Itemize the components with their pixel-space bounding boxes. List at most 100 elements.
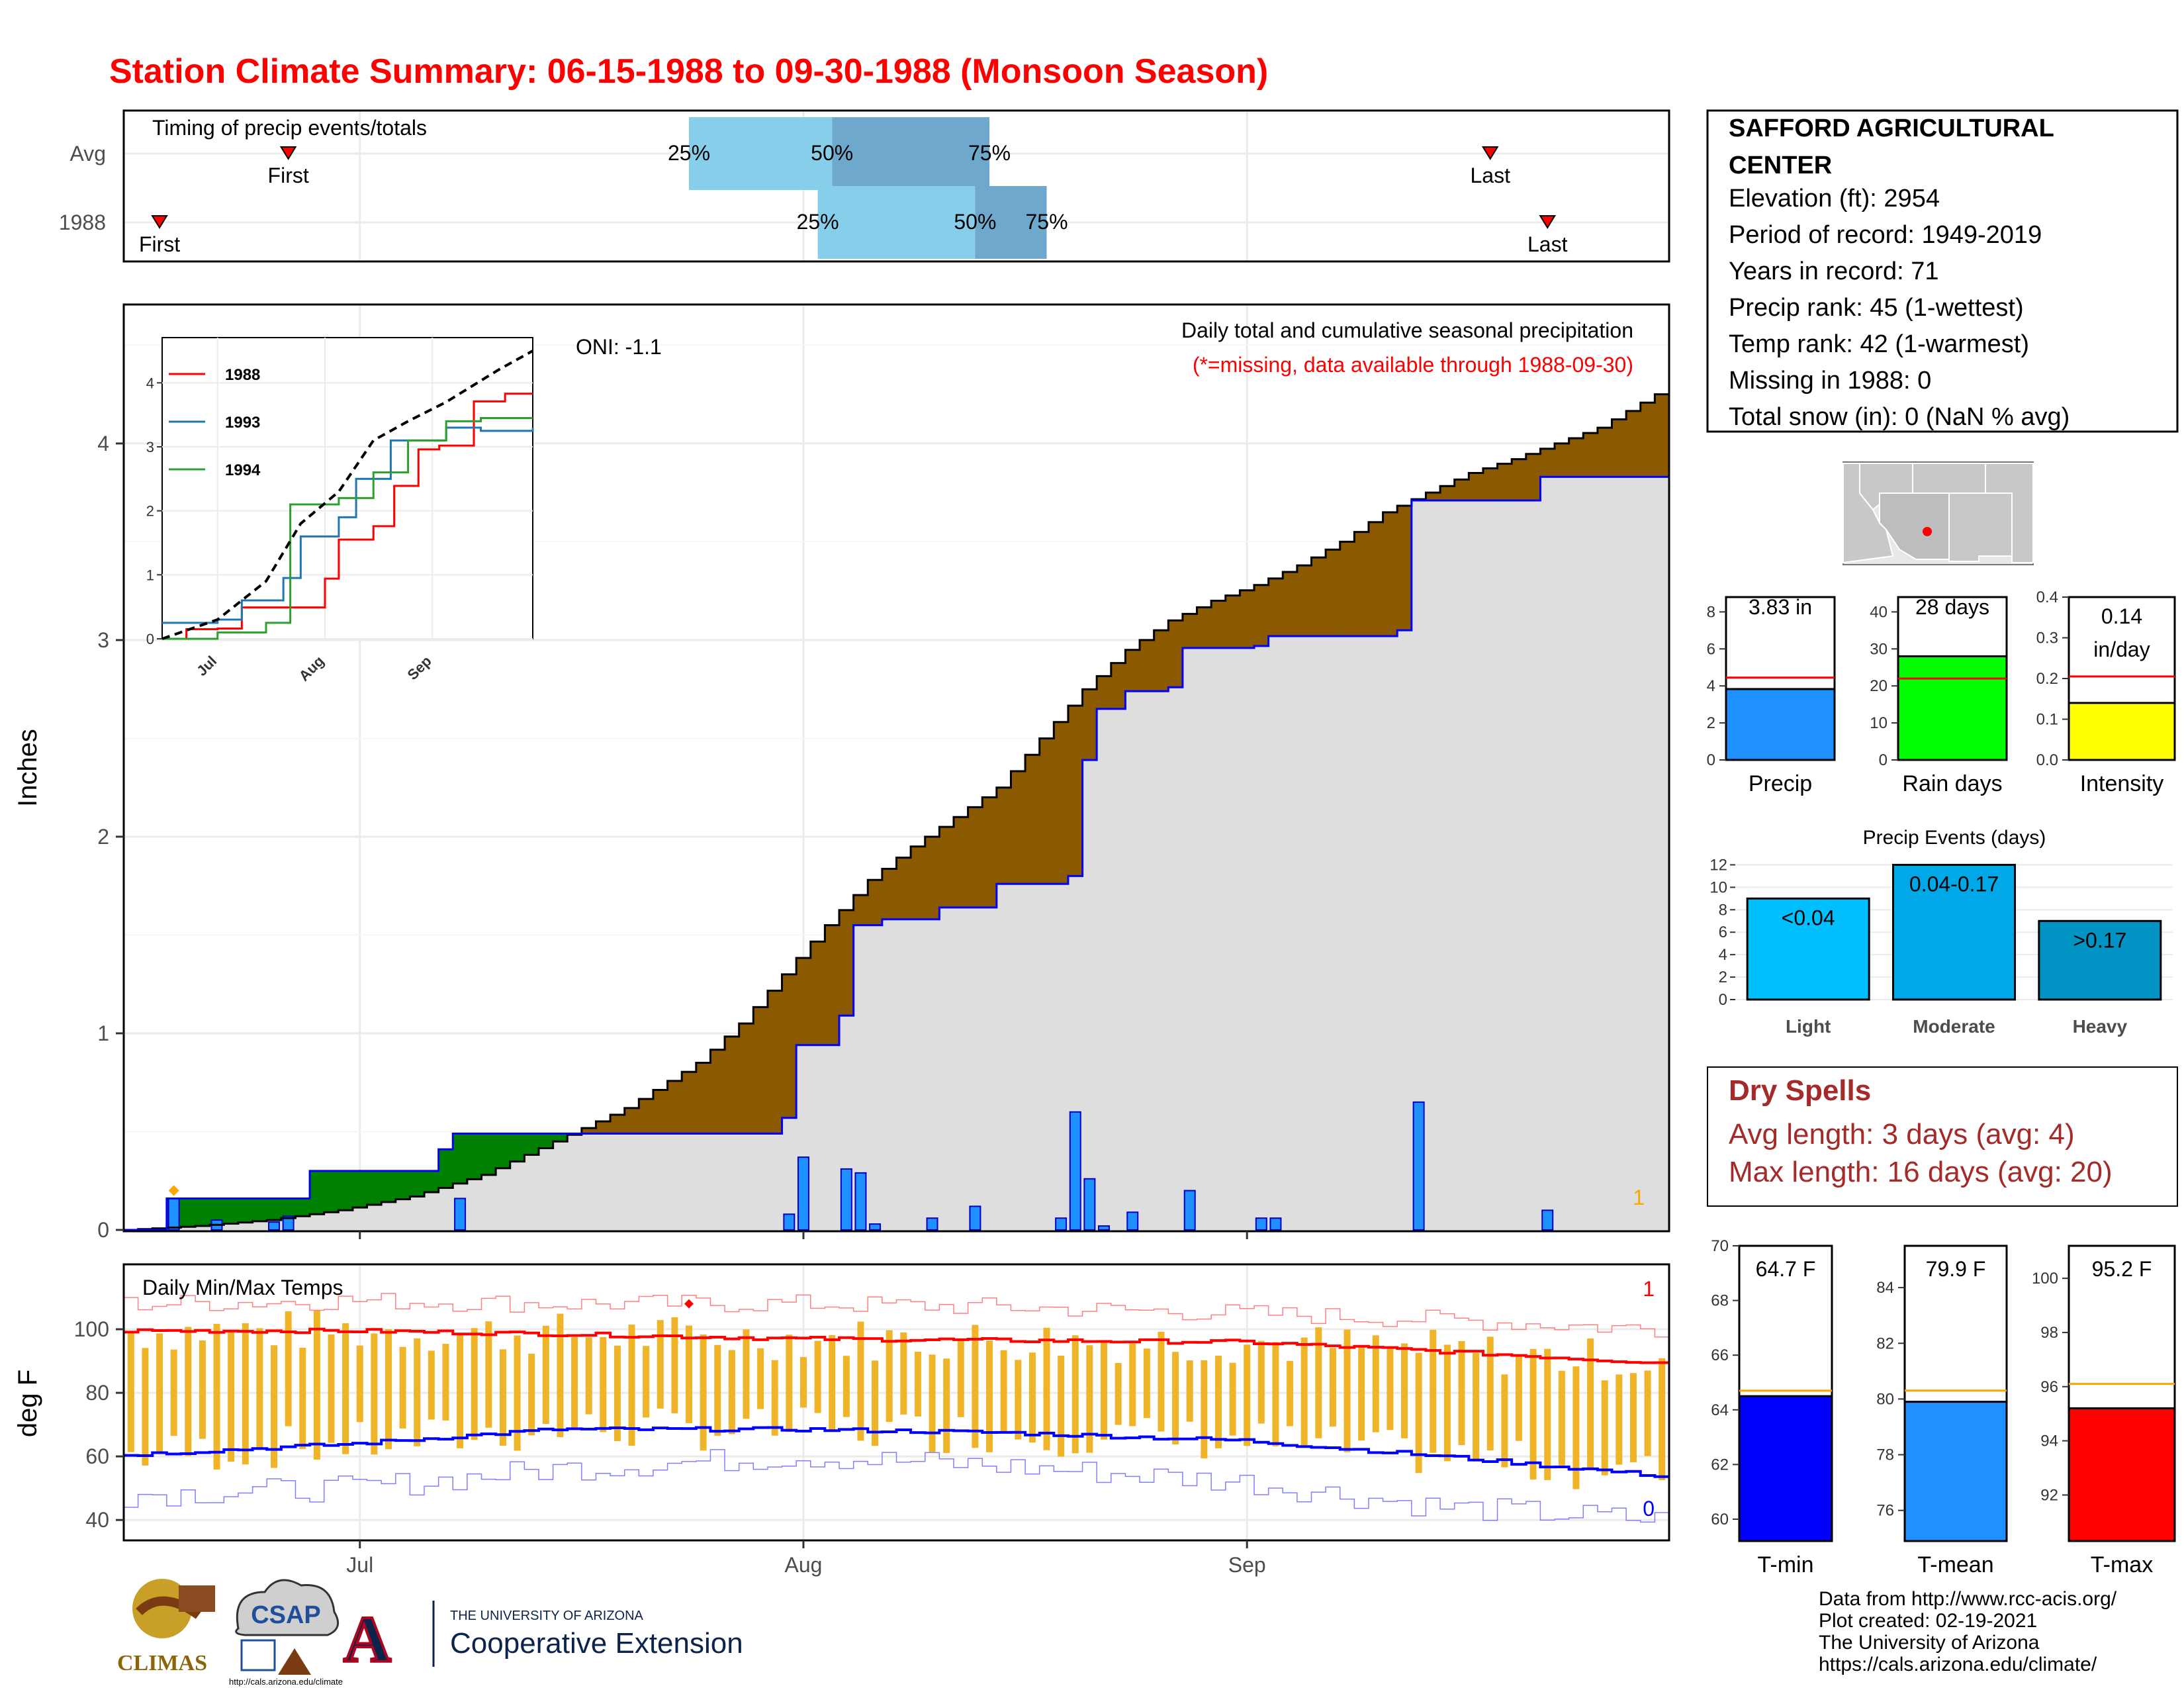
- daily-temp-range-bar: [1443, 1344, 1451, 1462]
- daily-temp-range-bar: [1529, 1348, 1537, 1479]
- daily-precip-bar: [1055, 1217, 1068, 1231]
- university-of-arizona-logo: A THE UNIVERSITY OF ARIZONA Cooperative …: [342, 1601, 743, 1677]
- station-info-frame: [1706, 109, 2179, 433]
- station-name-line1: SAFFORD AGRICULTURAL: [1729, 115, 2054, 142]
- temp-missing-bottom: 0: [1643, 1497, 1655, 1521]
- deficit-fill-segment: [911, 846, 926, 919]
- timing-year-last-label: Last: [1527, 232, 1568, 256]
- temp-y-axis-label: deg F: [13, 1370, 42, 1437]
- deficit-fill-segment: [725, 1036, 740, 1134]
- timing-avg-last-marker: [1481, 146, 1499, 160]
- station-location-marker: [1923, 527, 1932, 536]
- daily-precip-bar: [1126, 1211, 1139, 1231]
- logos: CLIMAS CSAP http://cals.arizona.edu/clim…: [117, 1579, 743, 1687]
- station-elevation: Elevation (ft): 2954: [1729, 185, 1940, 212]
- daily-precip-bar: [1269, 1217, 1282, 1231]
- csap-bars-icon: [240, 1639, 276, 1671]
- mini-bar-tick-label: 2: [1707, 714, 1715, 732]
- deficit-fill-segment: [996, 787, 1012, 884]
- deficit-fill-segment: [596, 1121, 611, 1134]
- events-bar-label: <0.04: [1782, 906, 1835, 929]
- daily-temp-range-bar: [757, 1348, 764, 1409]
- daily-temp-range-bar: [1515, 1356, 1522, 1441]
- temp-summary-tick-label: 78: [1876, 1446, 1894, 1464]
- footer-credits: Data from http://www.rcc-acis.org/ Plot …: [1819, 1588, 2117, 1675]
- deficit-fill-segment: [1540, 448, 1555, 477]
- map-region-colorado: [1912, 463, 1986, 494]
- daily-temp-range-bar: [1172, 1352, 1179, 1445]
- daily-precip-bar: [797, 1156, 809, 1231]
- dry-spells-frame: [1707, 1066, 2178, 1207]
- daily-temp-range-bar: [1000, 1350, 1007, 1433]
- temp-summary-tick-label: 76: [1876, 1502, 1894, 1520]
- events-bar-label: 0.04-0.17: [1909, 872, 1999, 896]
- temp-summary-value-label: 79.9 F: [1926, 1257, 1986, 1281]
- deficit-fill-segment: [782, 974, 797, 1118]
- temp-y-tick-label: 40: [85, 1508, 109, 1532]
- daily-precip-bar: [1083, 1178, 1096, 1231]
- daily-precip-bar: [1541, 1209, 1554, 1231]
- deficit-fill-segment: [1054, 722, 1069, 884]
- daily-temp-range-bar: [228, 1331, 235, 1462]
- footer-line1: Data from http://www.rcc-acis.org/: [1819, 1588, 2117, 1610]
- dry-spells-title: Dry Spells: [1729, 1074, 1871, 1107]
- surplus-fill-segment: [352, 1170, 368, 1208]
- csap-logo: CSAP http://cals.arizona.edu/climate: [229, 1579, 343, 1687]
- deficit-fill-segment: [667, 1080, 682, 1134]
- temp-summary-tick-label: 68: [1711, 1292, 1729, 1310]
- deficit-fill-segment: [1354, 532, 1369, 636]
- daily-precip-bar: [1069, 1111, 1081, 1231]
- daily-temp-range-bar: [628, 1325, 635, 1446]
- precip-panel: 0 1 2 3 4 Inches ONI: -1.1 Daily total and c…: [13, 303, 1670, 1242]
- daily-temp-range-bar: [285, 1311, 292, 1427]
- deficit-fill-segment: [1583, 433, 1598, 477]
- deficit-fill-segment: [896, 857, 911, 919]
- mini-bar-tick-label: 4: [1707, 677, 1715, 695]
- surplus-fill-segment: [553, 1133, 568, 1142]
- timing-avg-last-label: Last: [1471, 164, 1511, 187]
- daily-temp-range-bar: [1186, 1360, 1193, 1422]
- temp-summary-tick-label: 94: [2040, 1432, 2058, 1450]
- precip-y-tick-label: 2: [97, 825, 109, 849]
- daily-precip-bar: [282, 1215, 295, 1231]
- temp-summary-tick-label: 66: [1711, 1346, 1729, 1364]
- timing-year-q75-label: 75%: [1025, 210, 1068, 234]
- daily-temp-range-bar: [1329, 1348, 1336, 1427]
- precip-y-tick-label: 4: [97, 432, 109, 455]
- daily-temp-range-bar: [1358, 1347, 1365, 1441]
- deficit-fill-segment: [1197, 607, 1212, 648]
- mini-bar-tick-label: 0.1: [2036, 711, 2058, 729]
- deficit-fill-segment: [1140, 639, 1155, 692]
- deficit-fill-segment: [710, 1049, 725, 1134]
- daily-temp-range-bar: [256, 1328, 263, 1450]
- mini-bar-value-0: [1725, 688, 1836, 761]
- events-tick-label: 0: [1719, 991, 1727, 1009]
- deficit-fill-segment: [1068, 705, 1083, 876]
- daily-temp-range-bar: [1043, 1327, 1050, 1450]
- deficit-fill-segment: [1154, 630, 1169, 692]
- deficit-fill-segment: [1482, 468, 1498, 501]
- daily-temp-range-bar: [799, 1357, 807, 1408]
- daily-temp-range-bar: [1129, 1343, 1136, 1427]
- deficit-fill-segment: [796, 958, 811, 1045]
- inset-series-1994: [162, 417, 533, 640]
- deficit-fill-segment: [1454, 479, 1469, 501]
- daily-temp-range-bar: [1272, 1342, 1279, 1446]
- daily-temp-range-bar: [528, 1353, 535, 1436]
- daily-precip-bar: [1183, 1190, 1196, 1231]
- deficit-fill-segment: [1025, 755, 1040, 884]
- record-min-line: [124, 1449, 1669, 1523]
- timing-avg-first-marker: [279, 146, 297, 160]
- temperature-panel: 40 60 80 100 Jul Aug Sep Daily Min/Max Temps d…: [13, 1263, 1670, 1577]
- events-tick-label: 10: [1709, 878, 1727, 896]
- surplus-fill-segment: [438, 1149, 453, 1188]
- timing-year-last-marker: [1539, 215, 1557, 229]
- daily-precip-bar: [926, 1217, 938, 1231]
- timing-year-first-label: First: [139, 232, 180, 256]
- timing-row-avg-label: Avg: [69, 142, 106, 165]
- daily-temp-range-bar: [1401, 1343, 1408, 1438]
- mini-bar-value-label: 0.14: [2101, 604, 2142, 628]
- surplus-fill-segment: [252, 1198, 267, 1221]
- daily-temp-range-bar: [1015, 1360, 1022, 1440]
- daily-temp-range-bar: [700, 1334, 707, 1451]
